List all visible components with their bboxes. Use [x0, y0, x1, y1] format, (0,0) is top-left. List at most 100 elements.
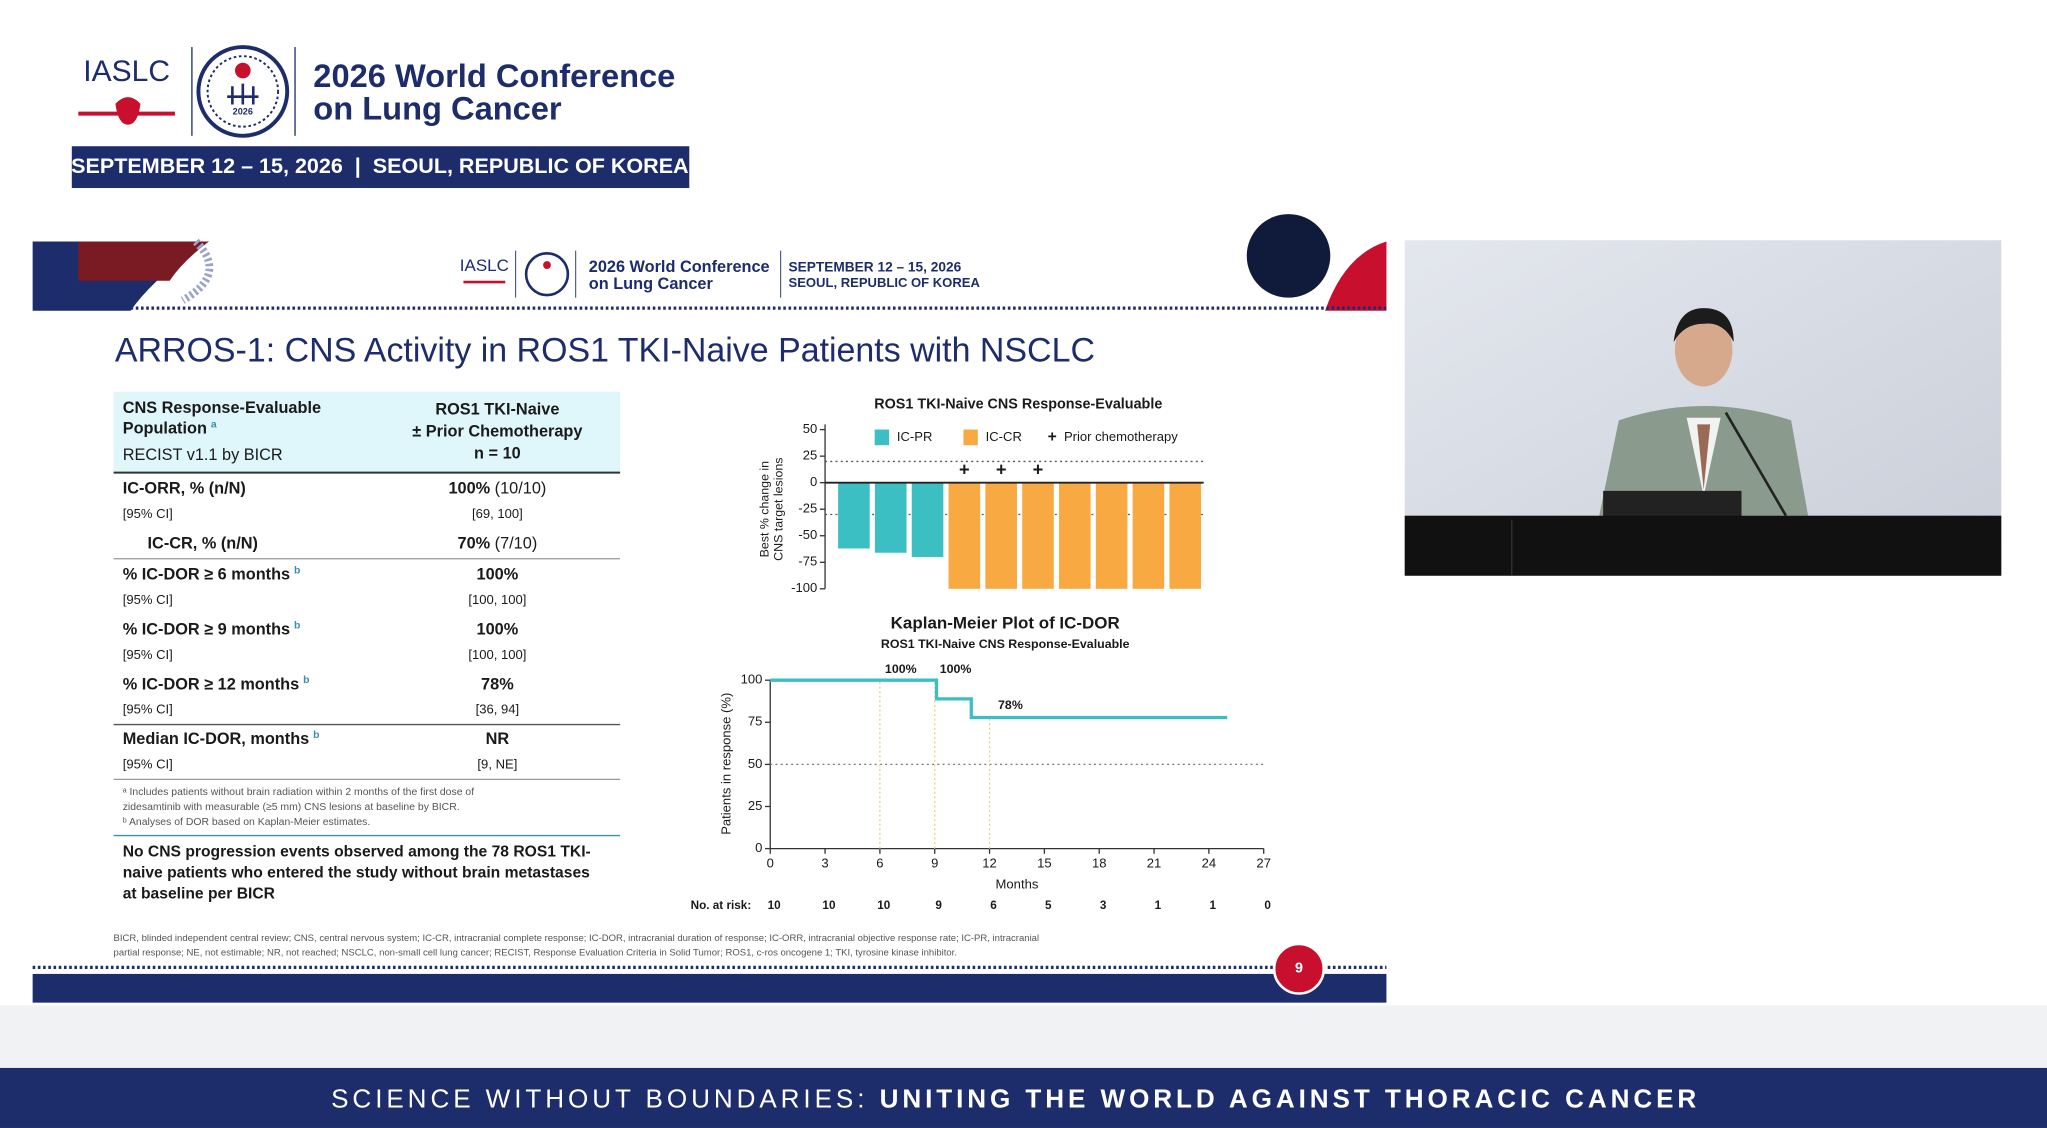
ci-value: [100, 100] — [468, 647, 526, 662]
at-risk-value: 10 — [768, 899, 782, 912]
conference-title: 2026 World Conference — [313, 57, 675, 94]
abbreviations: BICR, blinded independent central review… — [114, 933, 1040, 944]
footer-banner — [0, 1067, 2047, 1128]
superscript: b — [303, 675, 309, 686]
conference-title: on Lung Cancer — [313, 90, 562, 127]
pattern-band — [0, 1005, 2047, 1068]
conclusion: naive patients who entered the study wit… — [123, 865, 590, 882]
corner-decoration — [1246, 214, 1331, 298]
row-label-text: % IC-DOR ≥ 12 months — [123, 676, 299, 694]
prior-chemo-marker: + — [959, 459, 970, 480]
row-value-extra: (7/10) — [490, 535, 537, 553]
y-tick-label: 25 — [803, 448, 818, 463]
row-label: % IC-DOR ≥ 9 months b — [123, 620, 301, 639]
page-number: 9 — [1295, 960, 1303, 976]
y-tick-label: -75 — [798, 554, 817, 569]
x-tick-label: 27 — [1256, 856, 1271, 871]
footnote: zidesamtinib with measurable (≥5 mm) CNS… — [123, 802, 460, 813]
x-tick-label: 15 — [1037, 856, 1052, 871]
at-risk-value: 1 — [1210, 899, 1217, 912]
bar — [874, 482, 907, 553]
at-risk-value: 9 — [935, 899, 942, 912]
footer-lead: SCIENCE WITHOUT BOUNDARIES: — [331, 1083, 879, 1113]
row-value: 100% — [477, 621, 519, 639]
prior-chemo-marker: + — [1033, 459, 1044, 480]
org: IASLC — [83, 55, 170, 88]
bar — [1095, 482, 1128, 589]
y-tick-label: 50 — [803, 421, 818, 436]
row-value-main: 78% — [481, 676, 514, 694]
ci-value: [69, 100] — [472, 506, 523, 521]
legend-label: Prior chemotherapy — [1064, 429, 1178, 444]
header-cell: ± Prior Chemotherapy — [412, 422, 582, 440]
ci-label: [95% CI] — [123, 506, 173, 521]
ci-value: [100, 100] — [468, 592, 526, 607]
corner-image — [78, 241, 209, 281]
conclusion: at baseline per BICR — [123, 885, 275, 902]
slide-conference: on Lung Cancer — [589, 275, 714, 293]
chart-title: ROS1 TKI-Naive CNS Response-Evaluable — [874, 397, 1162, 413]
logo-sun — [234, 62, 251, 79]
charts: ROS1 TKI-Naive CNS Response-Evaluable Bes… — [691, 397, 1272, 913]
x-tick-label: 18 — [1092, 856, 1107, 871]
annotation-label: 100% — [940, 662, 972, 676]
y-tick-label: 50 — [748, 756, 763, 771]
row-value-main: 100% — [477, 621, 519, 639]
y-tick-label: -25 — [798, 501, 817, 516]
row-label: IC-ORR, % (n/N) — [123, 480, 246, 498]
bar — [948, 482, 981, 589]
row-value-main: NR — [486, 731, 510, 749]
row-value: NR — [486, 731, 510, 749]
header-cell: Population a — [123, 419, 217, 438]
x-tick-label: 21 — [1147, 856, 1162, 871]
at-risk-value: 3 — [1100, 899, 1107, 912]
row-label: IC-CR, % (n/N) — [148, 535, 258, 553]
header-cell: CNS Response-Evaluable — [123, 399, 321, 417]
ci-value: [9, NE] — [477, 756, 517, 771]
corner-decoration — [1325, 241, 1387, 311]
row-label-text: % IC-DOR ≥ 6 months — [123, 566, 290, 584]
footer-main: UNITING THE WORLD AGAINST THORACIC CANCE… — [880, 1083, 1701, 1113]
y-tick-label: -50 — [798, 527, 817, 542]
row-value-extra: (10/10) — [490, 480, 546, 498]
slide-logo-sun — [543, 261, 551, 269]
row-label: Median IC-DOR, months b — [123, 730, 320, 749]
at-risk-value: 1 — [1155, 899, 1162, 912]
footnote: ᵃ Includes patients without brain radiat… — [123, 787, 475, 798]
row-label-text: % IC-DOR ≥ 9 months — [123, 621, 290, 639]
row-value: 100% (10/10) — [448, 480, 546, 498]
slide-footer-bar — [32, 973, 1387, 1003]
slide-title: ARROS-1: CNS Activity in ROS1 TKI-Naive … — [115, 331, 1095, 369]
logo-gate — [227, 83, 259, 105]
legend-label: IC-CR — [986, 429, 1022, 444]
superscript: b — [294, 565, 300, 576]
dates: SEPTEMBER 12 – 15, 2026 | SEOUL, REPUBLI… — [71, 154, 688, 178]
km-curve — [770, 678, 1228, 720]
corner-pattern — [180, 238, 214, 304]
table-header-bg — [113, 391, 621, 473]
ci-label: [95% CI] — [123, 756, 173, 771]
header-text: Population — [123, 420, 207, 438]
row-label: % IC-DOR ≥ 6 months b — [123, 565, 301, 584]
x-axis-label: Months — [996, 877, 1039, 892]
row-value: 100% — [477, 566, 519, 584]
prior-chemo-marker: + — [996, 459, 1007, 480]
row-label: % IC-DOR ≥ 12 months b — [123, 675, 310, 694]
at-risk-value: 10 — [877, 899, 891, 912]
bar — [985, 482, 1017, 589]
x-tick-label: 9 — [931, 856, 938, 871]
speaker-tie — [1697, 424, 1711, 490]
footnote: ᵇ Analyses of DOR based on Kaplan-Meier … — [123, 817, 371, 828]
speaker-head — [1674, 313, 1733, 387]
row-value: 78% — [481, 676, 514, 694]
y-axis-label: Best % change in — [757, 461, 771, 558]
y-tick-label: 100 — [741, 672, 763, 687]
y-tick-label: 25 — [748, 798, 763, 813]
slide-logo — [524, 251, 570, 297]
ci-label: [95% CI] — [123, 647, 173, 662]
bar — [1059, 482, 1091, 589]
at-risk-label: No. at risk: — [691, 899, 752, 912]
bar — [838, 482, 870, 549]
ci-value: [36, 94] — [476, 702, 520, 717]
lung-icon — [78, 97, 175, 125]
